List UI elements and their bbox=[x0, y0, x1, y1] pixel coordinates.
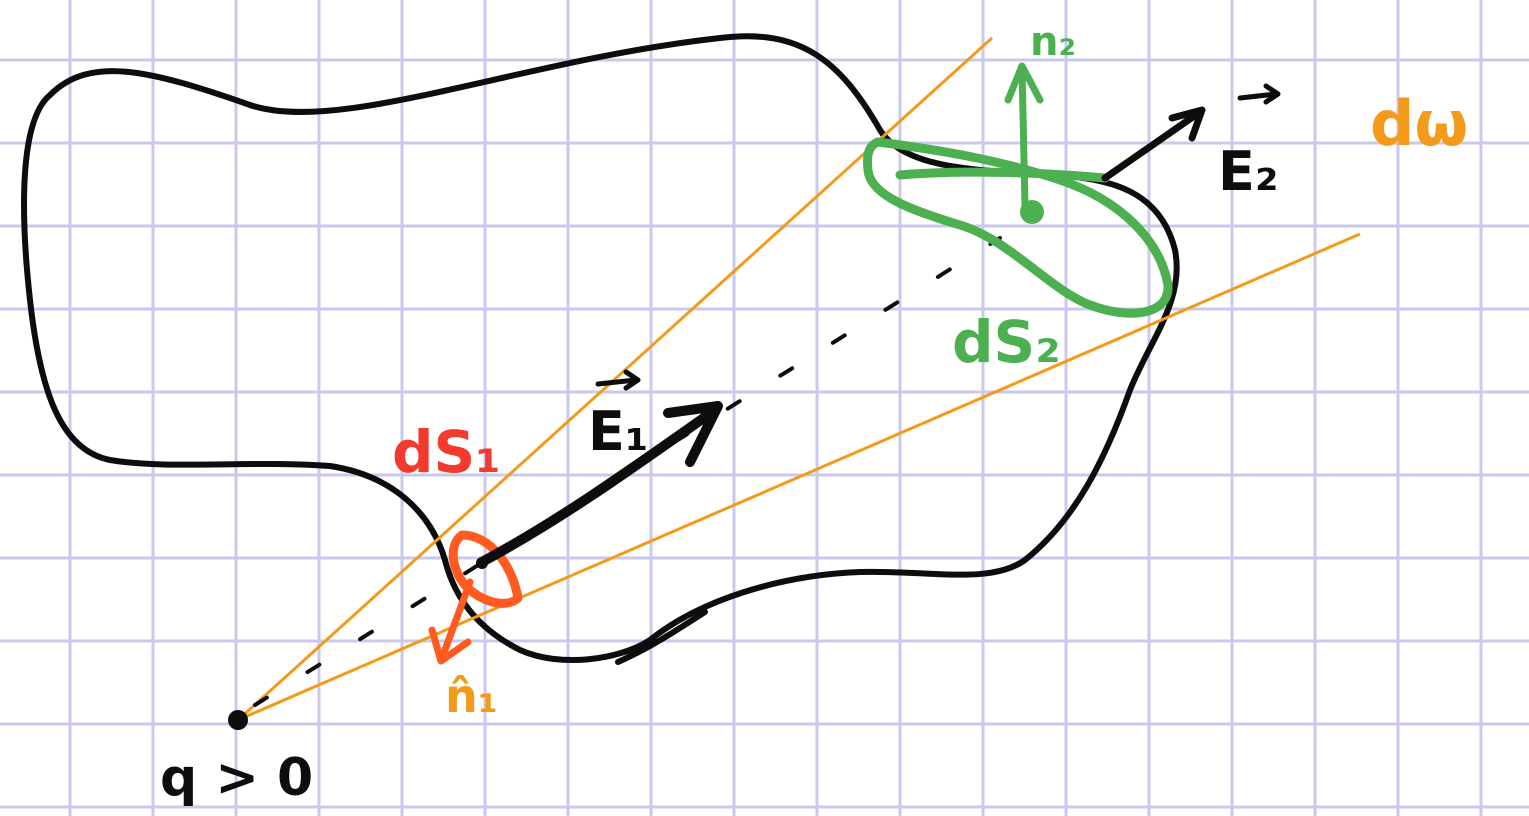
e2-label: E₂ bbox=[1218, 140, 1279, 203]
closed-surface-outline bbox=[21, 33, 1180, 663]
ds1-label: dS₁ bbox=[392, 418, 501, 486]
point-charge bbox=[228, 710, 248, 730]
n2-label: n₂ bbox=[1030, 19, 1076, 65]
ds2-rim-line bbox=[895, 167, 1110, 183]
e1-vector-arrow-mark bbox=[595, 369, 641, 391]
e2-vector-arrow-mark bbox=[1237, 83, 1281, 105]
ds2-label: dS₂ bbox=[952, 308, 1061, 376]
e2-field-arrow bbox=[1101, 106, 1206, 182]
e1-field-arrow bbox=[477, 401, 723, 567]
n2-normal-arrow bbox=[1004, 62, 1044, 209]
e1-label: E₁ bbox=[588, 400, 649, 463]
n1-normal-arrow bbox=[428, 578, 474, 665]
charge-label: q > 0 bbox=[160, 748, 313, 808]
surface-outline-stroke bbox=[615, 609, 708, 665]
n1-label: n̂₁ bbox=[445, 669, 498, 723]
cone-lower-edge bbox=[237, 232, 1361, 722]
solid-angle-label: dω bbox=[1370, 87, 1468, 160]
e1-base-dot bbox=[476, 557, 488, 569]
